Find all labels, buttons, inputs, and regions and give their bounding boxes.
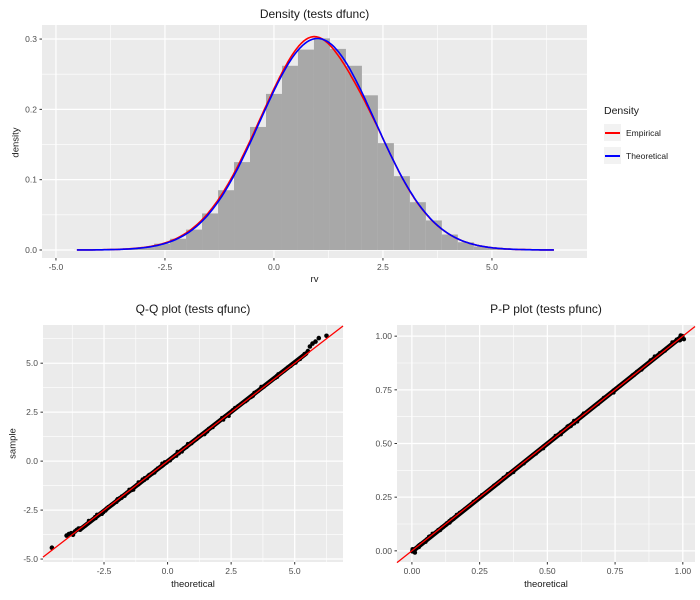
y-tick-label: 0.50 <box>375 439 392 449</box>
x-tick-label: 1.00 <box>675 566 692 576</box>
legend-key-line-icon <box>605 131 620 134</box>
pp-x-axis-label: theoretical <box>524 579 568 590</box>
histogram-bar <box>186 229 203 250</box>
x-tick-label: 0.0 <box>268 262 280 272</box>
outlier-point <box>316 335 322 341</box>
axis-tick-labels: 0.00 0.25 0.50 0.75 1.00 0.00 0.25 0.50 0.75 1.00 <box>375 331 691 576</box>
density-x-axis-label: rv <box>310 274 319 285</box>
histogram-bar <box>265 93 282 250</box>
histogram-bar <box>489 248 506 250</box>
histogram-bar <box>234 162 251 250</box>
x-tick-label: 0.25 <box>471 566 488 576</box>
y-tick-label: 0.25 <box>375 492 392 502</box>
histogram-bar <box>202 213 219 250</box>
legend-entry-empirical: Empirical <box>604 124 699 141</box>
histogram-bar <box>409 202 426 250</box>
data-point <box>681 337 687 342</box>
axis-tick-labels: -2.5 0.0 2.5 5.0 -5.0 -2.5 0.0 2.5 5.0 <box>23 358 301 576</box>
reference-line <box>396 325 696 564</box>
pp-plot-title: P-P plot (tests pfunc) <box>490 302 602 316</box>
x-tick-label: -2.5 <box>158 262 173 272</box>
histogram-bars <box>74 38 554 250</box>
histogram-bar <box>377 143 394 250</box>
legend-key-theoretical <box>604 147 621 164</box>
histogram-bar <box>218 190 235 250</box>
outlier-point <box>77 527 83 532</box>
y-tick-label: 0.2 <box>25 104 37 114</box>
histogram-bar <box>457 242 474 250</box>
outlier-point <box>324 333 329 339</box>
axis-ticks <box>40 362 296 565</box>
qq-y-axis-label: sample <box>7 428 19 459</box>
pp-plot-svg: 0.00 0.25 0.50 0.75 1.00 0.00 0.25 0.50 0.75 1.00 <box>375 325 696 576</box>
y-tick-label: 0.75 <box>375 385 392 395</box>
legend-entries: Empirical Theoretical <box>604 124 699 164</box>
y-tick-label: 0.00 <box>375 546 392 556</box>
axis-tick-labels: -5.0 -2.5 0.0 2.5 5.0 0.0 0.1 0.2 0.3 <box>25 34 498 272</box>
density-plot: -5.0 -2.5 0.0 2.5 5.0 0.0 0.1 0.2 0.3 Density (t… <box>0 0 700 295</box>
histogram-bar <box>250 126 266 250</box>
legend-entry-theoretical: Theoretical <box>604 147 699 164</box>
density-y-axis-label: density <box>10 127 22 158</box>
qq-plot-title: Q-Q plot (tests qfunc) <box>135 302 251 316</box>
x-tick-label: 5.0 <box>486 262 498 272</box>
legend-key-empirical <box>604 124 621 141</box>
axis-ticks <box>39 38 493 261</box>
reference-line <box>42 325 344 558</box>
theoretical-density-curve <box>76 37 554 251</box>
x-tick-label: 0.50 <box>539 566 556 576</box>
histogram-bar <box>313 38 330 250</box>
histogram-bar <box>425 220 442 250</box>
histogram-bar <box>393 176 410 250</box>
qq-x-axis-label: theoretical <box>171 579 215 590</box>
legend-title: Density <box>604 105 640 117</box>
density-plot-svg: -5.0 -2.5 0.0 2.5 5.0 0.0 0.1 0.2 0.3 <box>25 25 587 272</box>
x-tick-label: 2.5 <box>377 262 389 272</box>
grid-minor <box>43 325 343 562</box>
y-tick-label: 2.5 <box>26 407 38 417</box>
x-tick-label: 0.0 <box>162 566 174 576</box>
density-plot-title: Density (tests dfunc) <box>259 7 370 21</box>
legend-key-line-icon <box>605 154 620 157</box>
histogram-bar <box>170 238 187 250</box>
y-tick-label: 1.00 <box>375 331 392 341</box>
histogram-bar <box>473 246 490 250</box>
grid-major <box>397 325 695 562</box>
y-tick-label: 0.1 <box>25 175 37 185</box>
legend-entry-label: Empirical <box>626 127 661 138</box>
y-tick-label: 0.0 <box>25 245 37 255</box>
outlier-point <box>313 339 318 344</box>
x-tick-label: 5.0 <box>289 566 301 576</box>
y-tick-label: -5.0 <box>23 554 38 564</box>
x-tick-label: 2.5 <box>225 566 237 576</box>
y-tick-label: -2.5 <box>23 505 38 515</box>
histogram-bar <box>329 48 346 250</box>
density-legend: Density Empirical Theoretical <box>604 105 699 170</box>
histogram-bar <box>345 65 362 250</box>
pp-plot: 0.00 0.25 0.50 0.75 1.00 0.00 0.25 0.50 0.75 1.00… <box>350 295 700 600</box>
y-tick-label: 5.0 <box>26 358 38 368</box>
x-tick-label: 0.00 <box>404 566 421 576</box>
histogram-bar <box>154 243 171 250</box>
histogram-bar <box>297 49 314 250</box>
y-tick-label: 0.0 <box>26 456 38 466</box>
histogram-bar <box>441 234 458 250</box>
qq-plot: -2.5 0.0 2.5 5.0 -5.0 -2.5 0.0 2.5 5.0 Q-Q plot … <box>0 295 350 600</box>
histogram-bar <box>281 65 298 250</box>
histogram-bar <box>138 247 155 250</box>
legend-entry-label: Theoretical <box>626 150 669 161</box>
x-tick-label: -5.0 <box>49 262 64 272</box>
y-tick-label: 0.3 <box>25 34 37 44</box>
x-tick-label: -2.5 <box>97 566 112 576</box>
x-tick-label: 0.75 <box>607 566 624 576</box>
histogram-bar <box>361 95 378 250</box>
axis-ticks <box>394 335 684 565</box>
qq-plot-svg: -2.5 0.0 2.5 5.0 -5.0 -2.5 0.0 2.5 5.0 <box>23 325 344 576</box>
